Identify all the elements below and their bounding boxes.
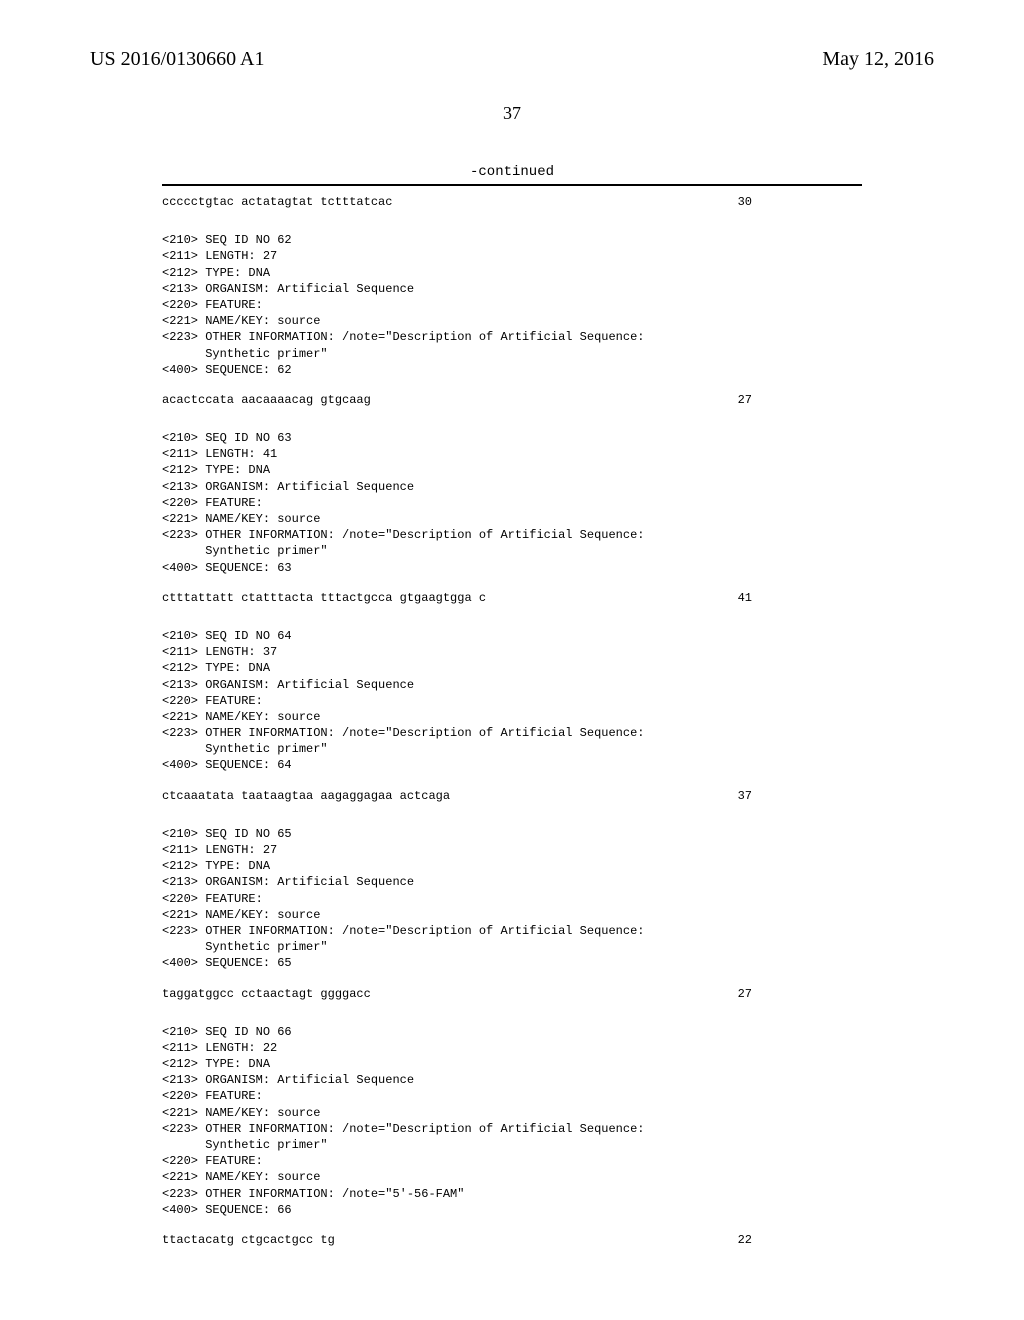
sequence-header-line: <213> ORGANISM: Artificial Sequence — [162, 874, 862, 890]
sequence-header-line: <213> ORGANISM: Artificial Sequence — [162, 1072, 862, 1088]
sequence-header-line: Synthetic primer" — [162, 1137, 862, 1153]
sequence-header-line: <210> SEQ ID NO 64 — [162, 628, 862, 644]
sequence-header-line: Synthetic primer" — [162, 543, 862, 559]
sequence-text: ctttattatt ctatttacta tttactgcca gtgaagt… — [162, 590, 486, 606]
page-header: US 2016/0130660 A1 May 12, 2016 — [0, 0, 1024, 71]
sequence-header-line: <220> FEATURE: — [162, 891, 862, 907]
sequence-header-line: <210> SEQ ID NO 62 — [162, 232, 862, 248]
sequence-header-line: <221> NAME/KEY: source — [162, 1105, 862, 1121]
spacer — [162, 1262, 862, 1270]
sequence-header-line: <211> LENGTH: 27 — [162, 248, 862, 264]
sequence-header-line: <221> NAME/KEY: source — [162, 511, 862, 527]
continued-label: -continued — [0, 164, 1024, 180]
sequence-length-number: 27 — [738, 392, 862, 408]
sequence-text: acactccata aacaaaacag gtgcaag — [162, 392, 371, 408]
sequence-header-line: <221> NAME/KEY: source — [162, 709, 862, 725]
sequence-header-line: <211> LENGTH: 41 — [162, 446, 862, 462]
sequence-data-row: ccccctgtac actatagtat tctttatcac 30 — [162, 194, 862, 210]
sequence-data-row: ctcaaatata taataagtaa aagaggagaa actcaga… — [162, 788, 862, 804]
sequence-header-line: <210> SEQ ID NO 66 — [162, 1024, 862, 1040]
sequence-length-number: 37 — [738, 788, 862, 804]
sequence-data-row: taggatggcc cctaactagt ggggacc 27 — [162, 986, 862, 1002]
sequence-header-line: <221> NAME/KEY: source — [162, 1169, 862, 1185]
sequence-header-block: <210> SEQ ID NO 64<211> LENGTH: 37<212> … — [162, 628, 862, 774]
sequence-length-number: 30 — [738, 194, 862, 210]
sequence-header-line: <220> FEATURE: — [162, 495, 862, 511]
sequence-listing: ccccctgtac actatagtat tctttatcac 30 <210> … — [162, 184, 862, 1270]
sequence-header-line: <213> ORGANISM: Artificial Sequence — [162, 479, 862, 495]
sequence-header-line: <210> SEQ ID NO 63 — [162, 430, 862, 446]
sequence-data-row: acactccata aacaaaacag gtgcaag 27 — [162, 392, 862, 408]
sequence-header-line: <220> FEATURE: — [162, 1153, 862, 1169]
sequence-header-line: <400> SEQUENCE: 65 — [162, 955, 862, 971]
sequence-header-block: <210> SEQ ID NO 62<211> LENGTH: 27<212> … — [162, 232, 862, 378]
sequence-data-row: ctttattatt ctatttacta tttactgcca gtgaagt… — [162, 590, 862, 606]
sequence-header-line: <223> OTHER INFORMATION: /note="Descript… — [162, 527, 862, 543]
sequence-header-line: <221> NAME/KEY: source — [162, 907, 862, 923]
sequence-length-number: 41 — [738, 590, 862, 606]
sequence-header-line: <400> SEQUENCE: 66 — [162, 1202, 862, 1218]
sequence-header-line: <223> OTHER INFORMATION: /note="5'-56-FA… — [162, 1186, 862, 1202]
sequence-length-number: 22 — [738, 1232, 862, 1248]
sequence-header-line: <211> LENGTH: 22 — [162, 1040, 862, 1056]
publication-date: May 12, 2016 — [822, 48, 934, 71]
spacer — [162, 818, 862, 826]
sequence-header-line: <223> OTHER INFORMATION: /note="Descript… — [162, 725, 862, 741]
spacer — [162, 1016, 862, 1024]
sequence-header-line: <220> FEATURE: — [162, 297, 862, 313]
sequence-text: taggatggcc cctaactagt ggggacc — [162, 986, 371, 1002]
sequence-text: ctcaaatata taataagtaa aagaggagaa actcaga — [162, 788, 450, 804]
sequence-header-line: Synthetic primer" — [162, 939, 862, 955]
sequence-header-line: <220> FEATURE: — [162, 1088, 862, 1104]
page-number: 37 — [0, 103, 1024, 124]
sequence-header-line: <213> ORGANISM: Artificial Sequence — [162, 677, 862, 693]
sequence-header-line: <400> SEQUENCE: 64 — [162, 757, 862, 773]
sequence-header-line: <223> OTHER INFORMATION: /note="Descript… — [162, 329, 862, 345]
sequence-header-line: <400> SEQUENCE: 62 — [162, 362, 862, 378]
sequence-header-line: <210> SEQ ID NO 65 — [162, 826, 862, 842]
sequence-header-block: <210> SEQ ID NO 63<211> LENGTH: 41<212> … — [162, 430, 862, 576]
spacer — [162, 224, 862, 232]
sequence-header-line: <211> LENGTH: 27 — [162, 842, 862, 858]
sequence-header-line: <400> SEQUENCE: 63 — [162, 560, 862, 576]
sequence-header-line: <212> TYPE: DNA — [162, 462, 862, 478]
sequence-text: ccccctgtac actatagtat tctttatcac — [162, 194, 392, 210]
spacer — [162, 620, 862, 628]
sequence-header-line: Synthetic primer" — [162, 346, 862, 362]
sequence-data-row: ttactacatg ctgcactgcc tg 22 — [162, 1232, 862, 1248]
sequence-header-line: <223> OTHER INFORMATION: /note="Descript… — [162, 923, 862, 939]
spacer — [162, 422, 862, 430]
sequence-header-line: <221> NAME/KEY: source — [162, 313, 862, 329]
sequence-header-line: <212> TYPE: DNA — [162, 660, 862, 676]
sequence-header-line: <212> TYPE: DNA — [162, 1056, 862, 1072]
sequence-header-block: <210> SEQ ID NO 66<211> LENGTH: 22<212> … — [162, 1024, 862, 1218]
sequence-header-line: <223> OTHER INFORMATION: /note="Descript… — [162, 1121, 862, 1137]
sequence-header-block: <210> SEQ ID NO 65<211> LENGTH: 27<212> … — [162, 826, 862, 972]
sequence-text: ttactacatg ctgcactgcc tg — [162, 1232, 335, 1248]
sequence-length-number: 27 — [738, 986, 862, 1002]
sequence-header-line: <212> TYPE: DNA — [162, 265, 862, 281]
publication-number: US 2016/0130660 A1 — [90, 48, 264, 71]
sequence-header-line: Synthetic primer" — [162, 741, 862, 757]
sequence-header-line: <212> TYPE: DNA — [162, 858, 862, 874]
sequence-header-line: <211> LENGTH: 37 — [162, 644, 862, 660]
sequence-header-line: <220> FEATURE: — [162, 693, 862, 709]
sequence-header-line: <213> ORGANISM: Artificial Sequence — [162, 281, 862, 297]
